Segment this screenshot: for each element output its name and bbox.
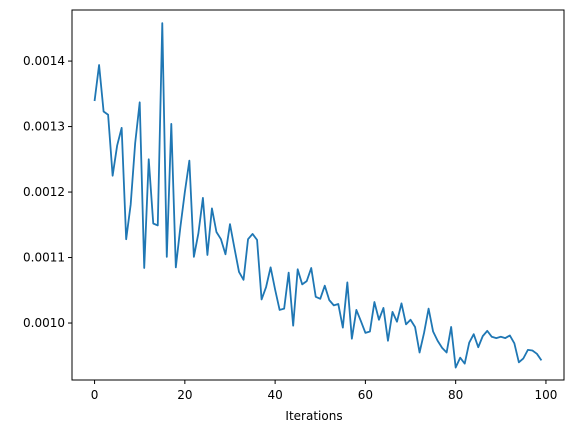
x-tick-label: 100 xyxy=(534,388,557,402)
x-tick-label: 80 xyxy=(448,388,463,402)
x-axis-label: Iterations xyxy=(285,409,342,423)
y-tick-label: 0.0012 xyxy=(23,185,65,199)
y-tick-label: 0.0011 xyxy=(23,251,65,265)
y-tick-label: 0.0010 xyxy=(23,316,65,330)
y-axis-ticks: 0.0010 0.0011 0.0012 0.0013 0.0014 xyxy=(23,54,72,330)
x-tick-label: 40 xyxy=(267,388,282,402)
plot-frame xyxy=(71,9,565,381)
x-tick-label: 60 xyxy=(358,388,373,402)
x-axis-ticks: 0 20 40 60 80 100 xyxy=(91,380,557,402)
x-tick-label: 0 xyxy=(91,388,99,402)
x-tick-label: 20 xyxy=(177,388,192,402)
y-tick-label: 0.0014 xyxy=(23,54,65,68)
y-tick-label: 0.0013 xyxy=(23,120,65,134)
series-line-layer xyxy=(93,22,543,369)
series-line xyxy=(93,22,543,369)
